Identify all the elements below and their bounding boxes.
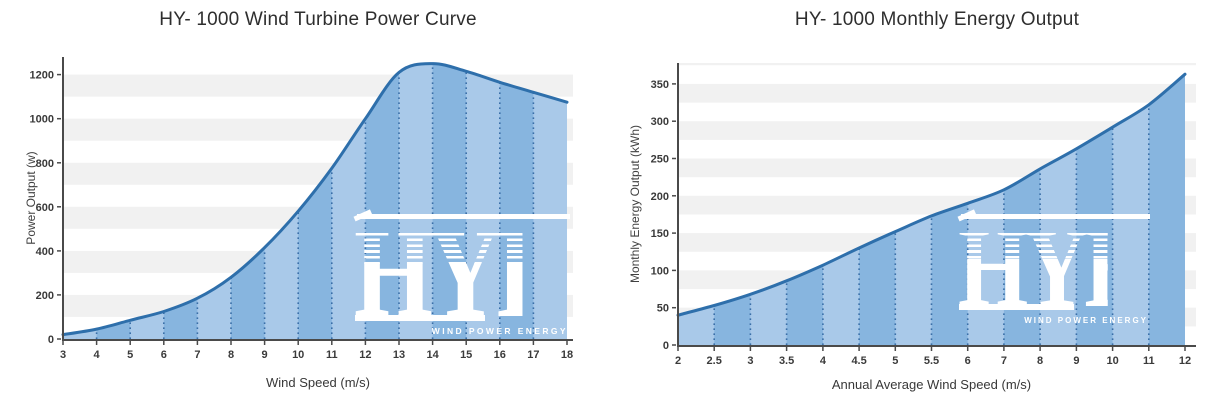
logo-caption: WIND POWER ENERGY: [1024, 316, 1148, 325]
svg-text:12: 12: [1179, 355, 1191, 367]
power-curve-title: HY- 1000 Wind Turbine Power Curve: [159, 9, 477, 30]
svg-text:300: 300: [651, 116, 669, 128]
svg-text:4: 4: [94, 349, 101, 361]
logo-roof-bar: [357, 214, 570, 220]
svg-text:4: 4: [820, 355, 827, 367]
logo-baseline-bar: [959, 304, 1075, 310]
curve-line: [676, 72, 1187, 317]
svg-text:17: 17: [527, 349, 539, 361]
svg-text:16: 16: [494, 349, 506, 361]
svg-text:5.5: 5.5: [924, 355, 939, 367]
svg-text:6: 6: [161, 349, 167, 361]
svg-text:8: 8: [228, 349, 234, 361]
svg-text:15: 15: [460, 349, 472, 361]
svg-text:9: 9: [262, 349, 268, 361]
logo-text: HYE: [354, 201, 560, 346]
svg-text:11: 11: [1143, 355, 1155, 367]
svg-text:350: 350: [651, 79, 669, 91]
svg-text:600: 600: [36, 202, 54, 214]
logo-text: HYE: [958, 204, 1141, 333]
logo-roof-bar: [961, 214, 1150, 220]
svg-text:10: 10: [1106, 355, 1118, 367]
svg-text:9: 9: [1073, 355, 1079, 367]
svg-text:400: 400: [36, 246, 54, 258]
svg-text:200: 200: [36, 290, 54, 302]
svg-text:2: 2: [675, 355, 681, 367]
svg-text:150: 150: [651, 228, 669, 240]
svg-text:18: 18: [561, 349, 573, 361]
svg-text:4.5: 4.5: [851, 355, 866, 367]
hye-logo: HYE WIND POWER ENERGY: [354, 214, 570, 336]
y-tick-labels: 0 200 400 600 800 1000 1200: [30, 70, 54, 346]
svg-text:100: 100: [651, 265, 669, 277]
x-tick-labels: 3 4 5 6 7 8 9 10 11 12 13 14 15 16 17 18: [60, 349, 573, 361]
svg-text:7: 7: [194, 349, 200, 361]
svg-text:200: 200: [651, 191, 669, 203]
energy-output-x-axis-label: Annual Average Wind Speed (m/s): [831, 377, 1032, 392]
x-tick-labels: 2 2.5 3 3.5 4 4.5 5 5.5 6 7 8 9 10 11 12: [675, 355, 1191, 367]
energy-output-y-axis-label: Monthly Energy Output (kWh): [628, 124, 642, 284]
svg-text:10: 10: [292, 349, 304, 361]
svg-text:8: 8: [1037, 355, 1043, 367]
svg-text:2.5: 2.5: [707, 355, 722, 367]
svg-text:13: 13: [393, 349, 405, 361]
hye-logo: HYE WIND POWER ENERGY: [958, 214, 1150, 325]
svg-text:7: 7: [1001, 355, 1007, 367]
energy-output-title: HY- 1000 Monthly Energy Output: [794, 9, 1080, 30]
curve-line: [61, 62, 569, 337]
power-curve-chart: 3 4 5 6 7 8 9 10 11 12 13 14 15 16 17 18 0 200 400 600 800 10…: [0, 0, 600, 402]
svg-text:6: 6: [965, 355, 971, 367]
svg-text:0: 0: [663, 340, 669, 352]
y-tick-labels: 0 50 100 150 200 250 300 350: [651, 79, 669, 352]
svg-text:50: 50: [657, 303, 669, 315]
svg-text:5: 5: [127, 349, 133, 361]
svg-text:250: 250: [651, 154, 669, 166]
svg-text:3: 3: [60, 349, 66, 361]
svg-text:0: 0: [48, 334, 54, 346]
energy-output-plot: 2 2.5 3 3.5 4 4.5 5 5.5 6 7 8 9 10 11 12 0 50 100 150 200 25…: [651, 63, 1196, 367]
svg-text:5: 5: [892, 355, 898, 367]
svg-text:1000: 1000: [30, 114, 54, 126]
power-curve-y-axis-label: Power Output (w): [24, 151, 38, 245]
power-curve-x-axis-label: Wind Speed (m/s): [265, 375, 371, 390]
energy-output-chart: 2 2.5 3 3.5 4 4.5 5 5.5 6 7 8 9 10 11 12 0 50 100 150 200 25…: [610, 0, 1213, 402]
svg-text:12: 12: [359, 349, 371, 361]
svg-text:3.5: 3.5: [779, 355, 794, 367]
svg-text:3: 3: [747, 355, 753, 367]
svg-text:800: 800: [36, 158, 54, 170]
svg-text:1200: 1200: [30, 70, 54, 82]
svg-text:14: 14: [426, 349, 439, 361]
logo-baseline-bar: [355, 315, 485, 321]
svg-text:11: 11: [326, 349, 338, 361]
logo-caption: WIND POWER ENERGY: [431, 326, 568, 336]
